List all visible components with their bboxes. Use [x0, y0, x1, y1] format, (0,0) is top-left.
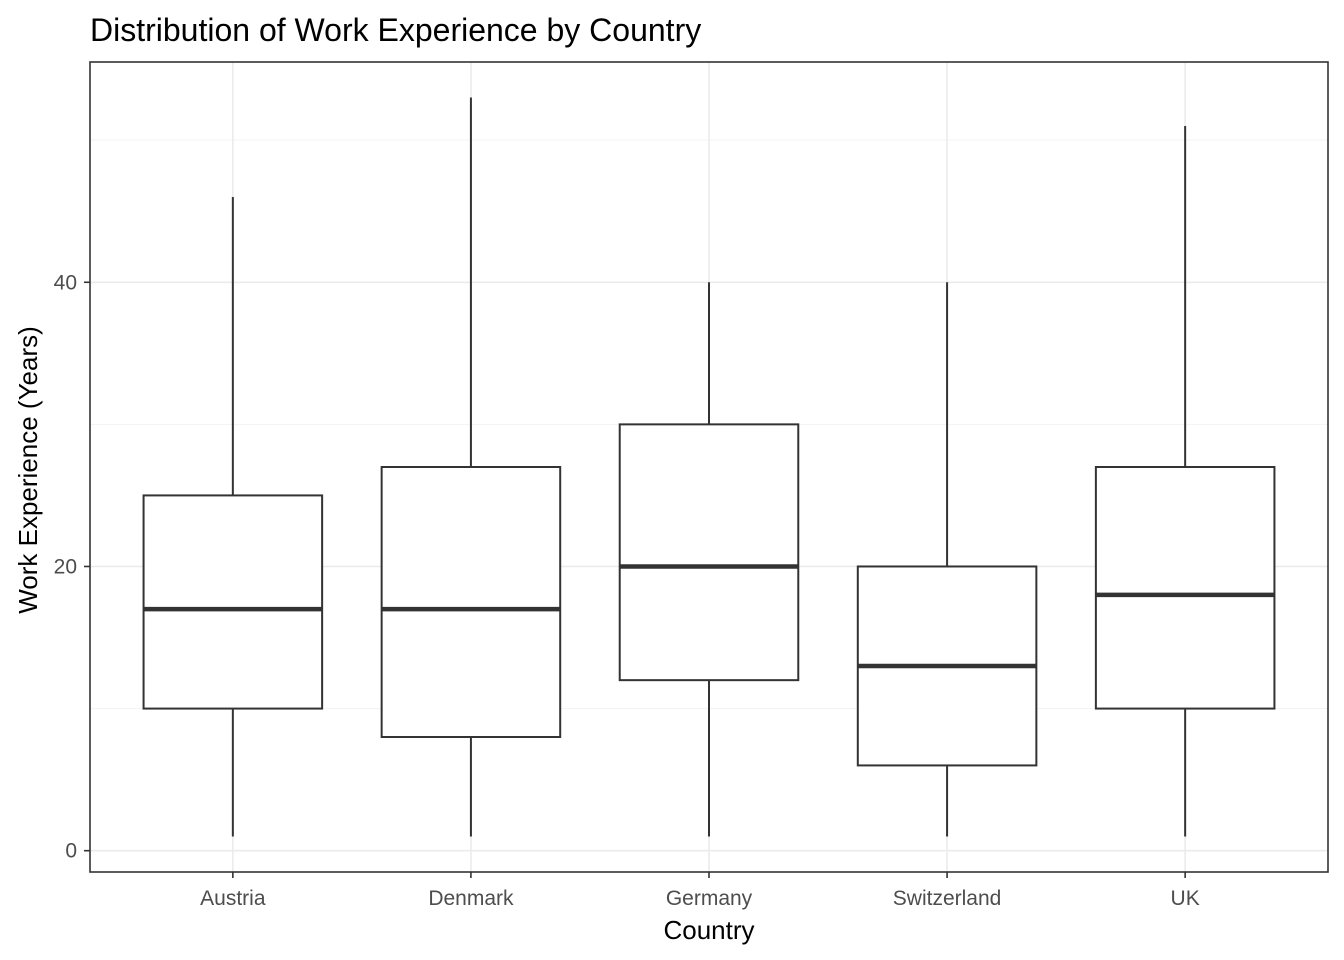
chart-title: Distribution of Work Experience by Count… [90, 12, 701, 48]
box-germany [618, 282, 800, 837]
box-uk [1094, 125, 1276, 837]
x-tick-label: Austria [200, 887, 266, 910]
box-austria [142, 197, 324, 837]
axis-layer: 0 20 40 Austria Denmark Germany Switzerland UK [54, 271, 1200, 910]
x-tick-label: UK [1171, 887, 1200, 910]
iqr-box [618, 423, 800, 682]
x-tick-label: Denmark [428, 887, 514, 910]
x-tick-label: Germany [666, 887, 753, 910]
x-axis-title: Country [663, 915, 754, 945]
y-tick-label: 40 [54, 271, 77, 294]
x-tick-label: Switzerland [893, 887, 1002, 910]
iqr-box [1094, 466, 1276, 710]
y-axis-title: Work Experience (Years) [13, 326, 43, 614]
box-layer [142, 97, 1276, 837]
y-tick-label: 20 [54, 555, 77, 578]
iqr-box [142, 494, 324, 710]
box-switzerland [856, 282, 1038, 837]
box-denmark [380, 97, 562, 837]
y-tick-label: 0 [65, 840, 77, 863]
iqr-box [380, 466, 562, 738]
